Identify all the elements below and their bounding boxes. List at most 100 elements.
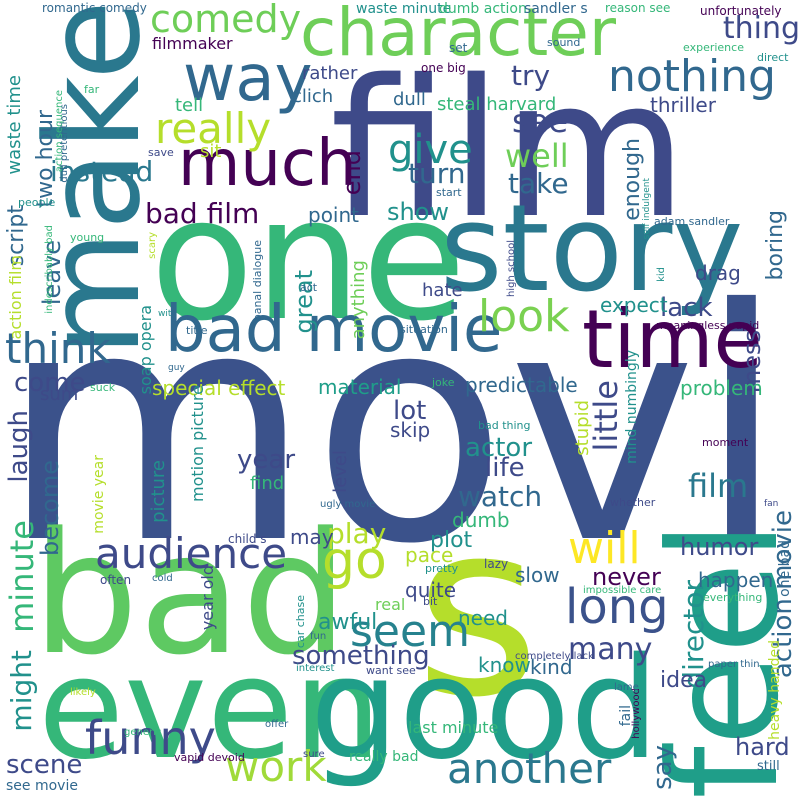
word-everything: everything <box>703 591 763 604</box>
word-boring: boring <box>763 210 788 281</box>
word-predictable: predictable <box>465 373 578 397</box>
word-long: long <box>565 579 669 635</box>
word-time: time <box>582 293 763 386</box>
word-idea: idea <box>660 668 708 693</box>
word-problem: problem <box>680 376 763 400</box>
word-year-old: year old <box>198 565 217 631</box>
word-wit: wit <box>158 309 172 319</box>
word-happen: happen <box>698 568 774 592</box>
word-young: young <box>70 231 105 244</box>
word-waste-minute: waste minute <box>356 1 452 17</box>
word-play: play <box>327 517 387 550</box>
word-quite: quite <box>405 578 457 602</box>
word-film: film <box>688 467 749 505</box>
word-become: become <box>36 460 64 557</box>
word-moment: moment <box>702 436 749 449</box>
word-romantic-comedy: romantic comedy <box>42 1 147 15</box>
word-good: good <box>310 628 660 791</box>
word-lot: lot <box>393 396 427 426</box>
word-look: look <box>478 291 570 342</box>
word-likely: likely <box>70 687 96 698</box>
word-give: give <box>388 127 473 173</box>
word-dull-pretentious: dull pretentious <box>59 104 70 183</box>
word-indescribably-bad: indescribably bad <box>44 225 55 314</box>
word-drag: drag <box>695 261 741 285</box>
word-might: might <box>5 650 38 732</box>
word-s: s <box>415 470 541 750</box>
word-child-s: child s <box>228 532 267 546</box>
word-great: great <box>290 270 318 334</box>
word-character: character <box>300 0 617 71</box>
word-actor: actor <box>465 433 533 463</box>
word-fun: fun <box>310 631 327 642</box>
word-nothing: nothing <box>608 51 776 102</box>
word-save: save <box>148 146 174 159</box>
word-show: show <box>387 198 450 226</box>
word-people: people <box>18 196 56 209</box>
word-minute: minute <box>3 520 41 633</box>
word-meaningless-vapid: meaningless vapid <box>656 319 760 332</box>
word-pretty: pretty <box>425 562 459 575</box>
word-impossible-care: impossible care <box>583 585 662 596</box>
word-motion-picture: motion picture <box>188 385 207 502</box>
word-action-film: action film <box>6 255 25 340</box>
word-one-bad: one bad <box>777 540 793 597</box>
word-stupid: stupid <box>572 400 593 456</box>
word-heavy-handed: heavy handed <box>767 640 783 740</box>
word-car-chase: car chase <box>294 595 307 649</box>
word-sure: sure <box>303 749 325 760</box>
word-situation: situation <box>400 323 448 336</box>
word-scene: scene <box>6 750 83 780</box>
word-come: come <box>14 368 86 398</box>
word-see: see <box>512 102 569 140</box>
word-film: film <box>330 39 688 260</box>
word-bad-thing: bad thing <box>478 419 531 432</box>
word-many: many <box>568 632 653 667</box>
word-instead: instead <box>50 155 154 188</box>
word-bad: bad <box>32 496 349 692</box>
word-sandler-s: sandler s <box>524 1 588 17</box>
word-adam-sandler: adam sandler <box>654 215 730 228</box>
word-level: level <box>330 450 351 493</box>
word-fan: fan <box>764 499 779 509</box>
word-really: really <box>155 104 272 153</box>
word-vapid-devoid: vapid devoid <box>174 751 245 764</box>
word-something: something <box>292 641 430 671</box>
word-audience: audience <box>95 529 288 578</box>
word-joke: joke <box>432 376 455 389</box>
word-often: often <box>100 573 132 587</box>
word-thriller: thriller <box>650 93 716 117</box>
word-see-movie: see movie <box>6 778 78 794</box>
word-lame: lame <box>614 682 639 693</box>
word-completely-lack: completely lack <box>515 651 594 662</box>
word-scary: scary <box>147 232 158 259</box>
word-tell: tell <box>175 95 204 116</box>
word-little: little <box>587 380 625 452</box>
word-act: act <box>300 281 318 294</box>
word-banal-dialogue: banal dialogue <box>251 240 264 322</box>
word-material: material <box>318 375 402 399</box>
word-soap-opera: soap opera <box>136 305 155 395</box>
word-really-bad: really bad <box>349 749 419 765</box>
word-seem: seem <box>350 606 470 657</box>
word-sum: sum <box>40 384 79 405</box>
word-may: may <box>290 525 334 549</box>
word-lack: lack <box>660 293 713 323</box>
word-turn: turn <box>408 157 466 190</box>
word-expect: expect <box>600 293 668 317</box>
word-slow: slow <box>515 563 560 587</box>
word-set: set <box>449 41 468 55</box>
word-one: one <box>150 161 467 359</box>
word-movie: movie <box>0 242 800 614</box>
word-want-see: want see <box>366 664 416 677</box>
word-another: another <box>447 744 612 793</box>
word-filmmaker: filmmaker <box>152 34 233 53</box>
word-enough: enough <box>620 138 645 221</box>
word-waste-time: waste time <box>4 75 25 175</box>
word-paper-thin: paper thin <box>708 659 760 670</box>
word-suck: suck <box>90 381 116 394</box>
word-take: take <box>508 167 569 200</box>
word-movie-year: movie year <box>91 455 107 534</box>
word-one-big: one big <box>421 61 466 75</box>
